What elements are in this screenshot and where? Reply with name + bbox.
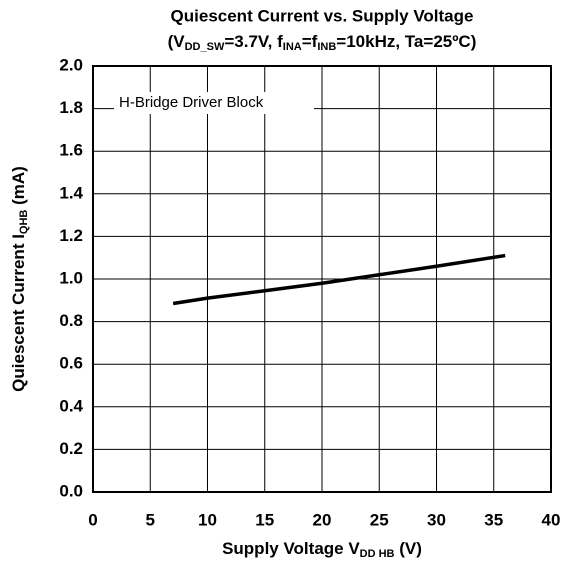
x-axis-label: Supply Voltage VDD HB (V) [222, 539, 422, 559]
data-line [172, 253, 506, 306]
chart-subtitle-part: =10kHz, Ta=25ºC) [336, 32, 476, 51]
y-tick-label: 0.8 [59, 311, 83, 330]
y-tick-label: 0.6 [59, 354, 83, 373]
x-axis-label-part: Supply Voltage V [222, 539, 360, 558]
x-tick-label: 35 [484, 510, 503, 529]
y-tick-label: 0.4 [59, 396, 83, 415]
y-tick-label: 1.4 [59, 183, 83, 202]
chart-subtitle-sub: INB [317, 41, 336, 53]
x-tick-label: 10 [198, 510, 217, 529]
chart-subtitle-sub: INA [283, 41, 302, 53]
y-tick-label: 1.8 [59, 98, 83, 117]
x-tick-label: 15 [255, 510, 274, 529]
x-axis-label-sub: DD HB [360, 548, 395, 560]
annotation-bg [114, 92, 314, 114]
x-axis-label-part: (V) [395, 539, 422, 558]
x-tick-label: 5 [146, 510, 155, 529]
y-tick-label: 2.0 [59, 55, 83, 74]
y-axis-label-part: Quiescent Current I [9, 234, 28, 392]
chart-subtitle-part: =3.7V, f [224, 32, 283, 51]
x-tick-label: 0 [88, 510, 97, 529]
x-tick-label: 20 [313, 510, 332, 529]
x-tick-label: 40 [542, 510, 561, 529]
y-axis-label-sub: QHB [18, 210, 30, 235]
chart-subtitle: (VDD_SW=3.7V, fINA=fINB=10kHz, Ta=25ºC) [168, 32, 477, 52]
y-tick-label: 1.2 [59, 226, 83, 245]
chart-subtitle-sub: DD_SW [185, 41, 225, 53]
plot-frame [92, 65, 552, 493]
x-tick-label: 25 [370, 510, 389, 529]
y-axis-label: Quiescent Current IQHB (mA) [9, 166, 29, 392]
y-tick-label: 0.0 [59, 481, 83, 500]
x-tick-label: 30 [427, 510, 446, 529]
y-tick-label: 0.2 [59, 439, 83, 458]
y-tick-label: 1.6 [59, 141, 83, 160]
chart-subtitle-part: (V [168, 32, 186, 51]
y-tick-label: 1.0 [59, 268, 83, 287]
chart-title: Quiescent Current vs. Supply Voltage [171, 6, 474, 25]
chart-subtitle-part: =f [302, 32, 318, 51]
annotation: H-Bridge Driver Block [119, 94, 264, 111]
y-axis-label-part: (mA) [9, 166, 28, 209]
